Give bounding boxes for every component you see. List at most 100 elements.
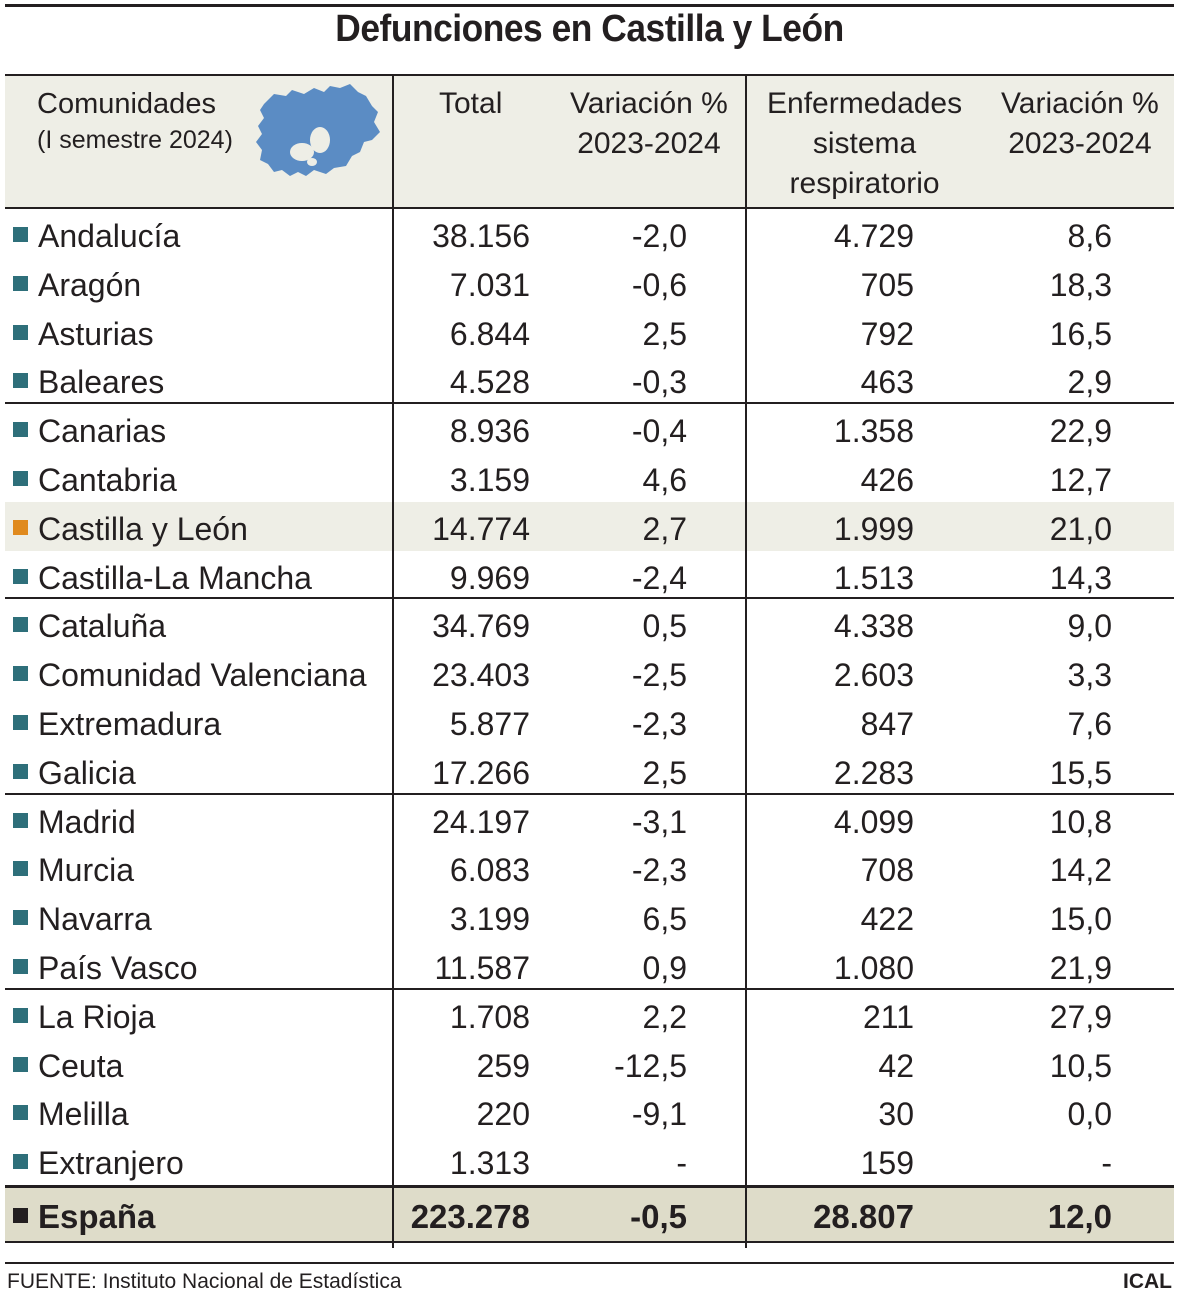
header-total: Total (439, 87, 503, 120)
table-row: Madrid 24.197 -3,1 4.099 10,8 (5, 795, 1174, 844)
row-name: La Rioja (38, 998, 156, 1035)
row-name: Asturias (38, 315, 154, 352)
map-hole-right (310, 127, 330, 153)
column-divider-1 (392, 74, 394, 1248)
row-marker (13, 1154, 28, 1170)
row-resp: 1.080 (833, 949, 914, 986)
table-body: Andalucía 38.156 -2,0 4.729 8,6 Aragón 7.031 -0… (5, 209, 1174, 1185)
row-resp: 4.338 (833, 608, 914, 645)
row-resp: 708 (860, 852, 914, 889)
row-total: 1.708 (449, 998, 530, 1035)
row-total: 4.528 (449, 364, 530, 401)
row-var-resp: 18,3 (1049, 266, 1112, 303)
castilla-y-leon-map-icon (256, 84, 380, 176)
row-total: 34.769 (432, 608, 530, 645)
row-var-total: - (676, 1145, 687, 1182)
row-var-resp: 16,5 (1049, 315, 1112, 352)
row-var-resp: 2,9 (1067, 364, 1112, 401)
row-total: 5.877 (449, 705, 530, 742)
map-hole-left (290, 143, 314, 161)
row-var-resp: 14,3 (1049, 559, 1112, 596)
row-name: Castilla y León (38, 510, 248, 547)
row-var-total: -2,4 (631, 559, 687, 596)
row-marker (13, 422, 28, 438)
row-marker (13, 617, 28, 633)
row-total: 38.156 (432, 218, 530, 254)
table-row: Comunidad Valenciana 23.403 -2,5 2.603 3,3 (5, 648, 1174, 697)
header-comunidades-label: Comunidades (37, 88, 216, 120)
table-header: Comunidades (I semestre 2024) Total Vari… (5, 74, 1174, 209)
table-row: Murcia 6.083 -2,3 708 14,2 (5, 843, 1174, 892)
row-name: Extremadura (38, 705, 222, 742)
row-marker (13, 958, 28, 974)
header-enfermedades-line3: respiratorio (789, 167, 940, 200)
row-var-resp: 10,5 (1049, 1047, 1112, 1084)
table-row: Cantabria 3.159 4,6 426 12,7 (5, 453, 1174, 502)
row-var-total: -3,1 (631, 803, 687, 840)
row-name: Navarra (38, 901, 152, 938)
header-enfermedades-line2: sistema (812, 127, 917, 160)
row-marker (13, 519, 28, 535)
chart-title: Defunciones en Castilla y León (335, 8, 844, 50)
row-var-resp: 15,0 (1049, 901, 1112, 938)
row-name: Ceuta (38, 1047, 124, 1084)
row-total: 6.844 (449, 315, 530, 352)
row-var-total: 2,5 (642, 754, 687, 791)
row-marker (13, 1105, 28, 1121)
row-resp: 4.729 (833, 218, 914, 254)
row-resp: 422 (860, 901, 914, 938)
row-total: 220 (476, 1096, 530, 1133)
row-marker (13, 666, 28, 682)
header-enfermedades: Enfermedades sistema respiratorio (767, 84, 962, 204)
row-var-total: 2,7 (642, 510, 687, 547)
header-comunidades: Comunidades (I semestre 2024) (37, 86, 233, 158)
row-var-total: -2,3 (631, 705, 687, 742)
header-variacion-total: Variación % 2023-2024 (570, 84, 728, 164)
row-total: 3.159 (449, 461, 530, 498)
row-var-total: -12,5 (614, 1047, 687, 1084)
row-var-resp: 7,6 (1067, 705, 1112, 742)
map-hole-mid (307, 158, 317, 166)
row-resp: 705 (860, 266, 914, 303)
row-name: Comunidad Valenciana (38, 657, 367, 694)
table-row: Galicia 17.266 2,5 2.283 15,5 (5, 746, 1174, 795)
row-var-resp: 12,7 (1049, 461, 1112, 498)
row-total: 3.199 (449, 901, 530, 938)
table-row: Melilla 220 -9,1 30 0,0 (5, 1087, 1174, 1136)
source-note: FUENTE: Instituto Nacional de Estadístic… (7, 1270, 402, 1293)
row-total: 17.266 (432, 754, 530, 791)
row-resp: 847 (860, 705, 914, 742)
row-name: Andalucía (38, 218, 181, 254)
row-marker (13, 812, 28, 828)
row-var-resp: 0,0 (1067, 1096, 1112, 1133)
row-var-resp: - (1101, 1145, 1112, 1182)
row-total: 9.969 (449, 559, 530, 596)
row-name: Baleares (38, 364, 165, 401)
row-resp: 30 (878, 1096, 914, 1133)
header-variacion-resp-line1: Variación % (1001, 87, 1159, 120)
row-var-total: -2,3 (631, 852, 687, 889)
table-row: Andalucía 38.156 -2,0 4.729 8,6 (5, 209, 1174, 258)
row-marker (13, 714, 28, 730)
row-total: 14.774 (432, 510, 530, 547)
row-var-total: -9,1 (631, 1096, 687, 1133)
row-name: Murcia (38, 852, 135, 889)
row-marker (13, 275, 28, 291)
row-resp: 463 (860, 364, 914, 401)
total-row-marker (13, 1207, 28, 1223)
row-resp: 42 (878, 1047, 914, 1084)
row-name: Madrid (38, 803, 136, 840)
total-row-var-resp: 12,0 (1047, 1197, 1112, 1235)
row-marker (13, 227, 28, 242)
row-resp: 1.999 (833, 510, 914, 547)
row-total: 1.313 (449, 1145, 530, 1182)
row-resp: 1.513 (833, 559, 914, 596)
top-rule (5, 4, 1174, 7)
table-row: Extremadura 5.877 -2,3 847 7,6 (5, 697, 1174, 746)
row-var-resp: 21,0 (1049, 510, 1112, 547)
row-resp: 426 (860, 461, 914, 498)
row-resp: 211 (862, 998, 914, 1035)
total-row-var-total: -0,5 (630, 1197, 687, 1235)
row-var-resp: 15,5 (1049, 754, 1112, 791)
row-marker (13, 910, 28, 926)
